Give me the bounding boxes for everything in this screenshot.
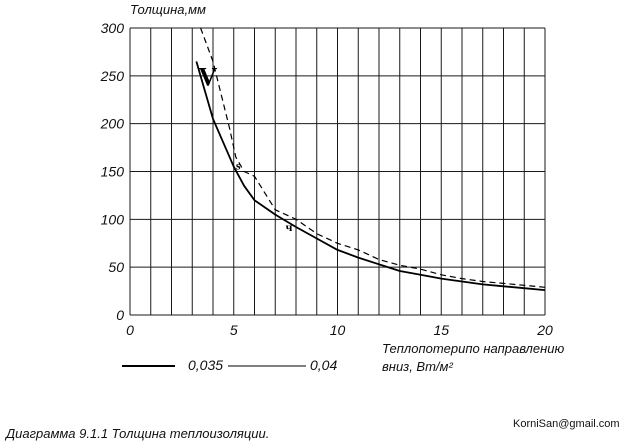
y-tick-labels: 0 50 100 150 200 250 300 — [100, 20, 125, 323]
y-axis-label: Толщина,мм — [130, 2, 206, 17]
y-tick-label: 250 — [100, 68, 125, 84]
annotation-label: V — [198, 62, 217, 91]
x-tick-label: 0 — [126, 322, 134, 338]
x-tick-label: 5 — [230, 322, 238, 338]
annotation-label: ч — [286, 220, 293, 234]
author-email: KorniSan@gmail.com — [513, 418, 620, 430]
annotation-label: s — [236, 159, 241, 173]
x-axis-label-line2: вниз, Вт/м² — [382, 359, 453, 374]
legend-label-004: 0,04 — [310, 357, 337, 373]
y-tick-label: 50 — [108, 259, 124, 275]
series-line-004 — [200, 27, 546, 288]
x-tick-labels: 0 5 10 15 20 — [126, 322, 553, 338]
x-tick-label: 10 — [330, 322, 346, 338]
y-tick-label: 200 — [100, 116, 125, 132]
series-line-0035 — [195, 61, 546, 291]
y-tick-label: 100 — [101, 211, 125, 227]
figure-caption: Диаграмма 9.1.1 Толщина теплоизоляции. — [6, 426, 270, 441]
x-axis-label-line1: Теплопотерипо направлению — [382, 341, 565, 356]
annotations: Vs ч — [198, 62, 292, 233]
y-tick-label: 300 — [101, 20, 125, 36]
series — [195, 27, 546, 291]
chart: 0 50 100 150 200 250 300 0 5 10 15 20 Vs ч Толщина,… — [100, 2, 565, 374]
legend: 0,035 0,04 — [122, 357, 337, 373]
x-tick-label: 15 — [433, 322, 449, 338]
legend-label-0035: 0,035 — [188, 357, 223, 373]
y-tick-label: 150 — [101, 164, 125, 180]
x-tick-label: 20 — [536, 322, 553, 338]
y-tick-label: 0 — [116, 307, 124, 323]
grid — [129, 27, 546, 316]
